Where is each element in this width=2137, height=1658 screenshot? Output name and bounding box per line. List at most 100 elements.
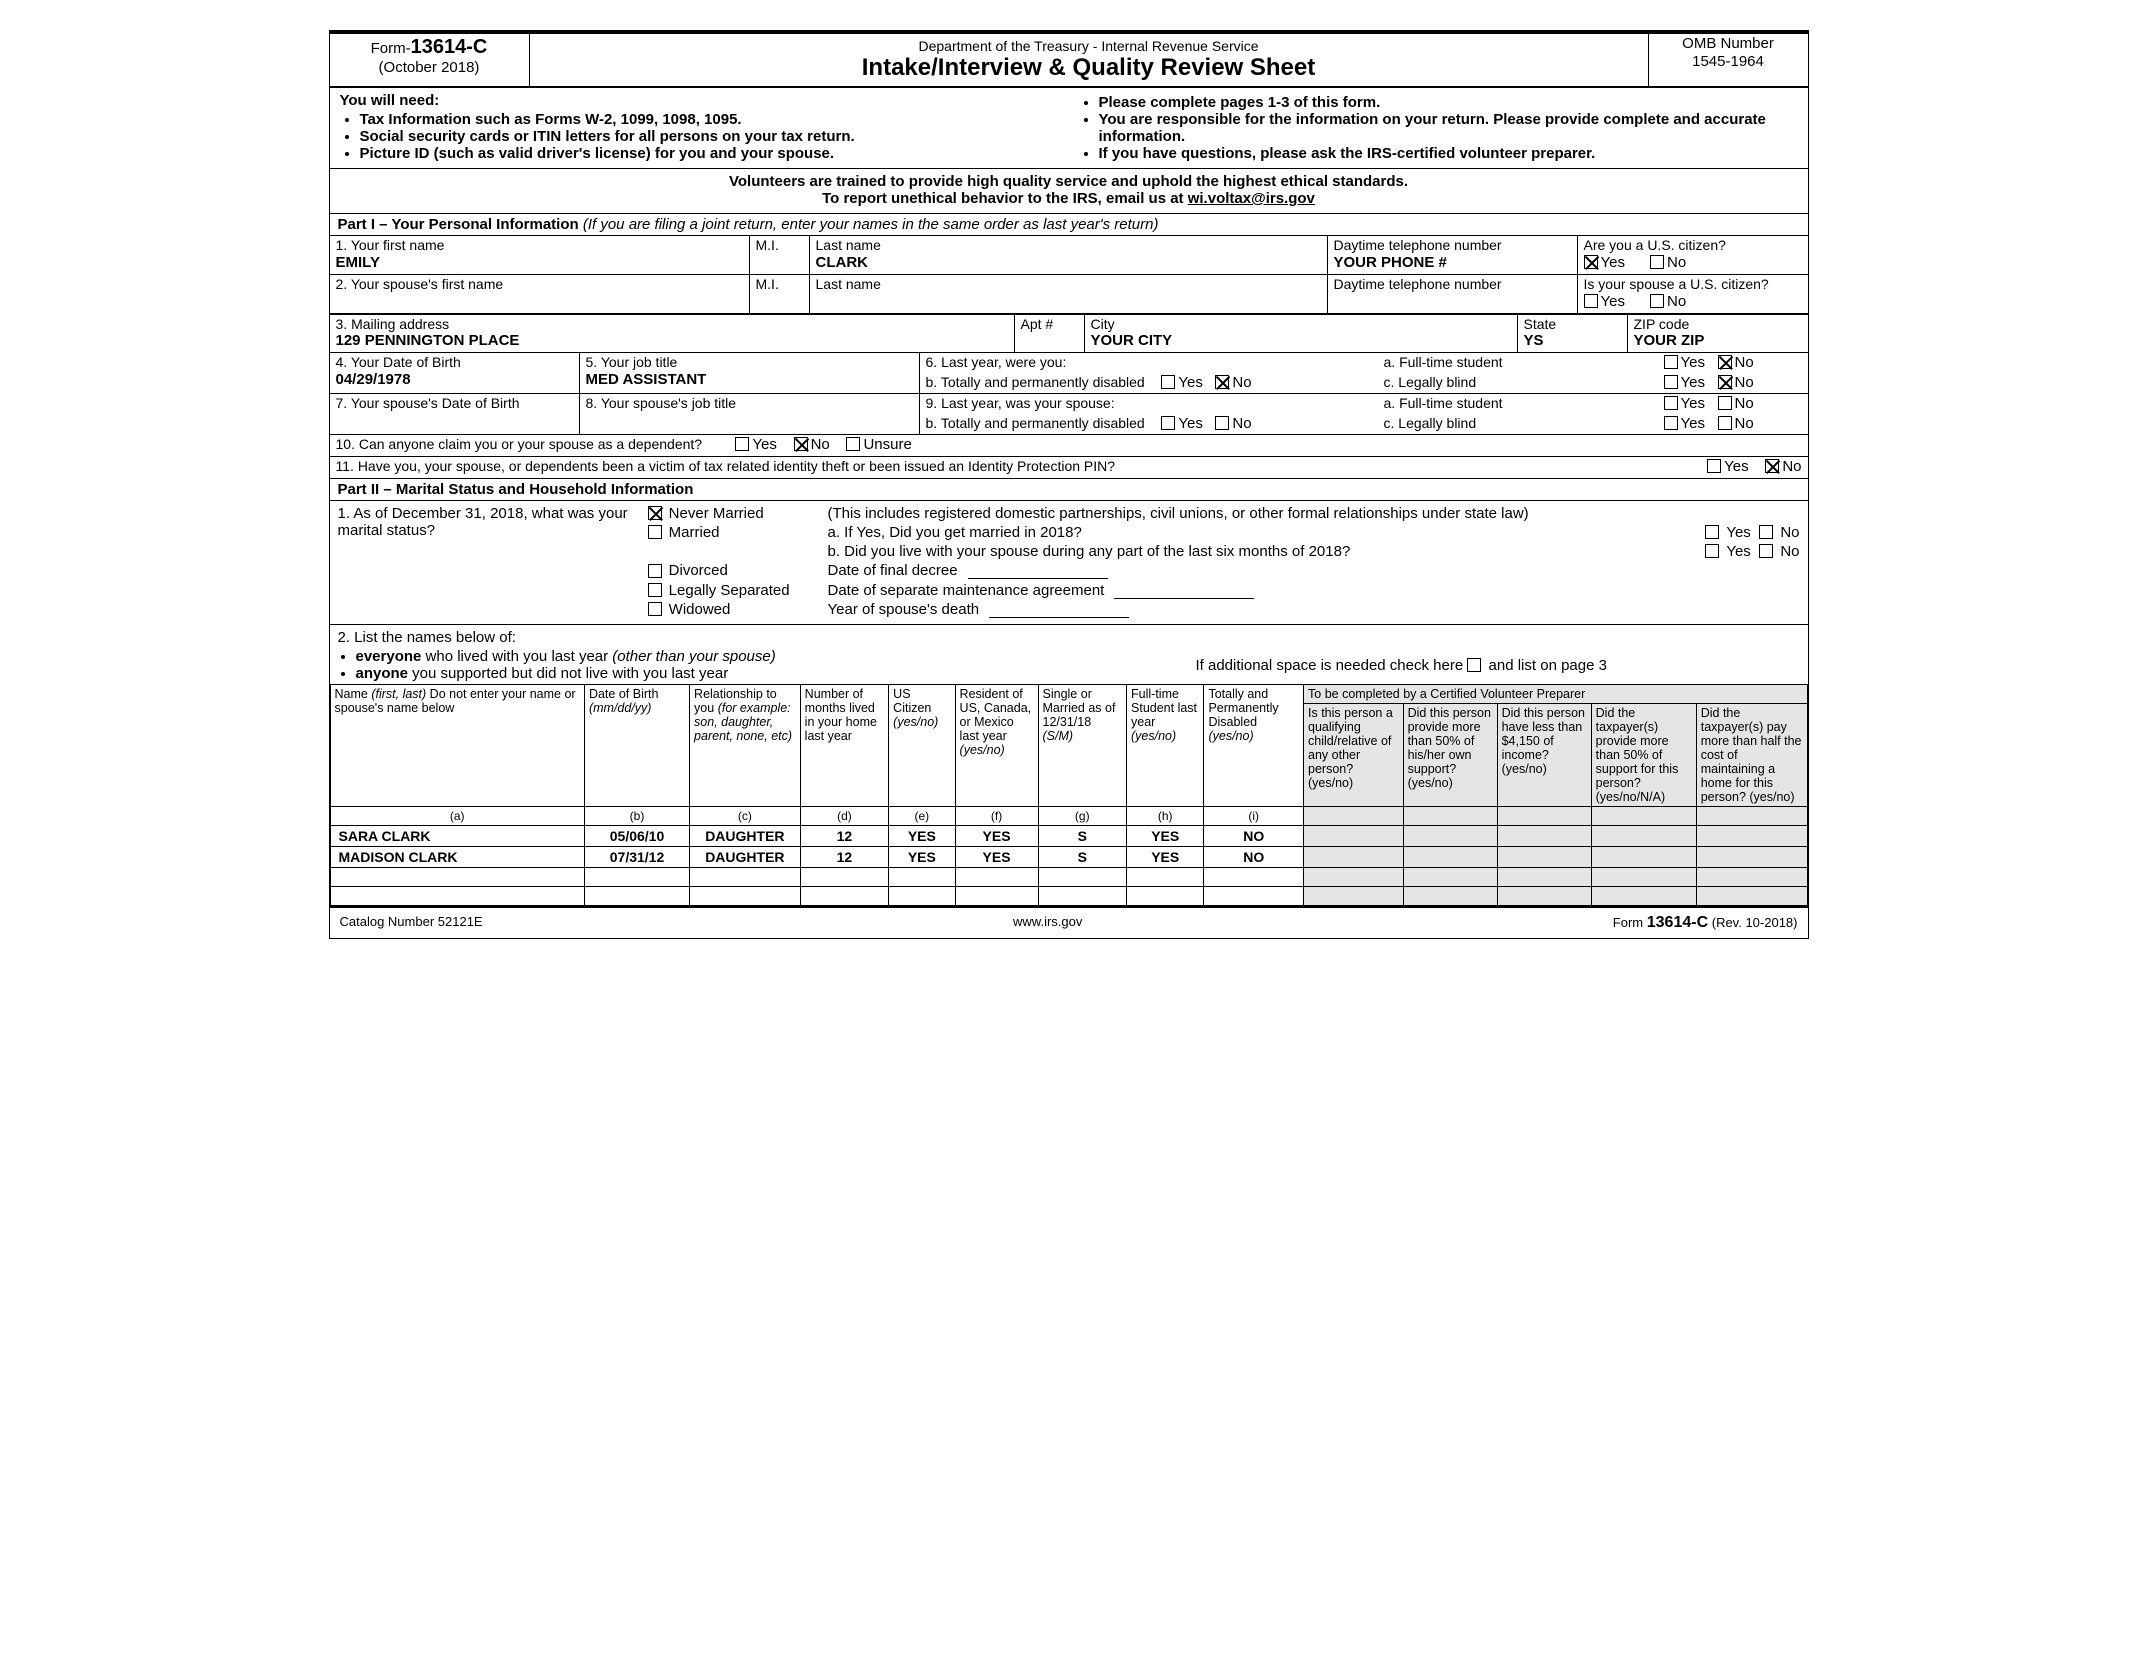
dep1-months[interactable]: 12 <box>800 825 889 846</box>
q6b-yes[interactable] <box>1161 375 1175 389</box>
never-married-cb[interactable] <box>648 506 662 520</box>
p1-mi: M.I. <box>756 237 803 254</box>
separated-line[interactable] <box>1114 585 1254 599</box>
p1-job-label: 5. Your job title <box>586 354 913 371</box>
p1-spcit-yes-cb[interactable] <box>1584 294 1598 308</box>
p1-zip[interactable]: YOUR ZIP <box>1634 332 1802 350</box>
need-left-1: Tax Information such as Forms W-2, 1099,… <box>360 111 1059 128</box>
omb-label: OMB Number <box>1655 35 1802 53</box>
q11-yes[interactable] <box>1707 459 1721 473</box>
divorced-line[interactable] <box>968 565 1108 579</box>
dep-row-3[interactable] <box>330 867 1807 886</box>
widowed-line[interactable] <box>989 604 1129 618</box>
dep1-cit[interactable]: YES <box>889 825 955 846</box>
dep2-student[interactable]: YES <box>1127 846 1204 867</box>
dep2-dob[interactable]: 07/31/12 <box>584 846 689 867</box>
separated-cb[interactable] <box>648 583 662 597</box>
p1-citizen-yes-cb[interactable] <box>1584 255 1598 269</box>
p1-job[interactable]: MED ASSISTANT <box>586 371 913 389</box>
p1-row789: 7. Your spouse's Date of Birth 8. Your s… <box>330 394 1808 435</box>
p1-q6c: c. Legally blind <box>1384 374 1477 390</box>
p1-first-name[interactable]: EMILY <box>336 254 743 272</box>
q6a-no[interactable] <box>1718 355 1732 369</box>
p1-addr-label: 3. Mailing address <box>336 316 1008 333</box>
q9c-yes[interactable] <box>1664 416 1678 430</box>
q9b-yes[interactable] <box>1161 416 1175 430</box>
dep2-rel[interactable]: DAUGHTER <box>690 846 801 867</box>
widowed-cb[interactable] <box>648 602 662 616</box>
p1-dob[interactable]: 04/29/1978 <box>336 371 573 389</box>
married-a-yes[interactable] <box>1705 525 1719 539</box>
footer-form-ref: Form 13614-C (Rev. 10-2018) <box>1613 914 1798 932</box>
header-omb-box: OMB Number 1545-1964 <box>1648 34 1808 86</box>
p1-state[interactable]: YS <box>1524 332 1621 350</box>
q10-unsure[interactable] <box>846 437 860 451</box>
married-a-no[interactable] <box>1759 525 1773 539</box>
q10-no[interactable] <box>794 437 808 451</box>
need-right: Please complete pages 1-3 of this form. … <box>1069 88 1808 168</box>
q11-no[interactable] <box>1765 459 1779 473</box>
divorced-cb[interactable] <box>648 564 662 578</box>
addl-space-note: If additional space is needed check here… <box>1188 653 1808 684</box>
dep1-rel[interactable]: DAUGHTER <box>690 825 801 846</box>
q10-yes[interactable] <box>735 437 749 451</box>
widowed: Widowed <box>669 601 731 618</box>
dep1-disabled[interactable]: NO <box>1204 825 1304 846</box>
q6b-no[interactable] <box>1215 375 1229 389</box>
p1-q6a: a. Full-time student <box>1384 354 1503 370</box>
part2-title: Part II – Marital Status and Household I… <box>338 481 694 498</box>
dep2-name[interactable]: MADISON CLARK <box>330 846 584 867</box>
q6a-yes[interactable] <box>1664 355 1678 369</box>
dep1-sm[interactable]: S <box>1038 825 1127 846</box>
volunteer-email[interactable]: wi.voltax@irs.gov <box>1188 190 1315 207</box>
p1-phone-label: Daytime telephone number <box>1334 237 1571 254</box>
dep2-res[interactable]: YES <box>955 846 1038 867</box>
p1-spouse-mi: M.I. <box>756 276 803 293</box>
q6c-yes[interactable] <box>1664 375 1678 389</box>
part1-header: Part I – Your Personal Information (If y… <box>330 214 1808 236</box>
dep2-months[interactable]: 12 <box>800 846 889 867</box>
p1-last-name[interactable]: CLARK <box>816 254 1321 272</box>
p1-spouse-phone-label: Daytime telephone number <box>1334 276 1571 293</box>
p1-spcit-no-cb[interactable] <box>1650 294 1664 308</box>
part2-header: Part II – Marital Status and Household I… <box>330 479 1808 501</box>
col-p4: Did the taxpayer(s) provide more than 50… <box>1591 703 1696 806</box>
dep2-sm[interactable]: S <box>1038 846 1127 867</box>
p1-row1: 1. Your first name EMILY M.I. Last name … <box>330 236 1808 275</box>
addl-space-cb[interactable] <box>1467 658 1481 672</box>
you-will-need: You will need: Tax Information such as F… <box>330 88 1808 169</box>
dep-row-4[interactable] <box>330 886 1807 905</box>
q9a-no[interactable] <box>1718 396 1732 410</box>
p2-q2-intro: 2. List the names below of: everyone who… <box>330 625 1188 684</box>
q9b-no[interactable] <box>1215 416 1229 430</box>
separated-note: Date of separate maintenance agreement <box>828 582 1105 599</box>
married-cb[interactable] <box>648 525 662 539</box>
p1-city-label: City <box>1091 316 1511 333</box>
p1-phone[interactable]: YOUR PHONE # <box>1334 254 1571 272</box>
p1-spouse-last: Last name <box>816 276 1321 293</box>
married-a: a. If Yes, Did you get married in 2018? <box>828 524 1082 541</box>
p1-city[interactable]: YOUR CITY <box>1091 332 1511 350</box>
dep1-res[interactable]: YES <box>955 825 1038 846</box>
footer-url: www.irs.gov <box>1013 914 1082 932</box>
q9a-yes[interactable] <box>1664 396 1678 410</box>
col-h: Full-time Student last year (yes/no) <box>1131 687 1197 743</box>
dep2-disabled[interactable]: NO <box>1204 846 1304 867</box>
col-a: Name (first, last) Do not enter your nam… <box>335 687 576 715</box>
dep1-name[interactable]: SARA CLARK <box>330 825 584 846</box>
p1-citizen-q: Are you a U.S. citizen? <box>1584 237 1802 254</box>
divorced-note: Date of final decree <box>828 562 958 579</box>
dep1-dob[interactable]: 05/06/10 <box>584 825 689 846</box>
married-b-yes[interactable] <box>1705 544 1719 558</box>
p1-zip-label: ZIP code <box>1634 316 1802 333</box>
p1-address[interactable]: 129 PENNINGTON PLACE <box>336 332 1008 350</box>
married-b-no[interactable] <box>1759 544 1773 558</box>
q9c-no[interactable] <box>1718 416 1732 430</box>
need-right-1: Please complete pages 1-3 of this form. <box>1099 94 1798 111</box>
p2-q2-intro-text: 2. List the names below of: <box>338 629 516 646</box>
dep1-student[interactable]: YES <box>1127 825 1204 846</box>
dep-row-1: SARA CLARK 05/06/10 DAUGHTER 12 YES YES … <box>330 825 1807 846</box>
dep2-cit[interactable]: YES <box>889 846 955 867</box>
q6c-no[interactable] <box>1718 375 1732 389</box>
p1-citizen-no-cb[interactable] <box>1650 255 1664 269</box>
